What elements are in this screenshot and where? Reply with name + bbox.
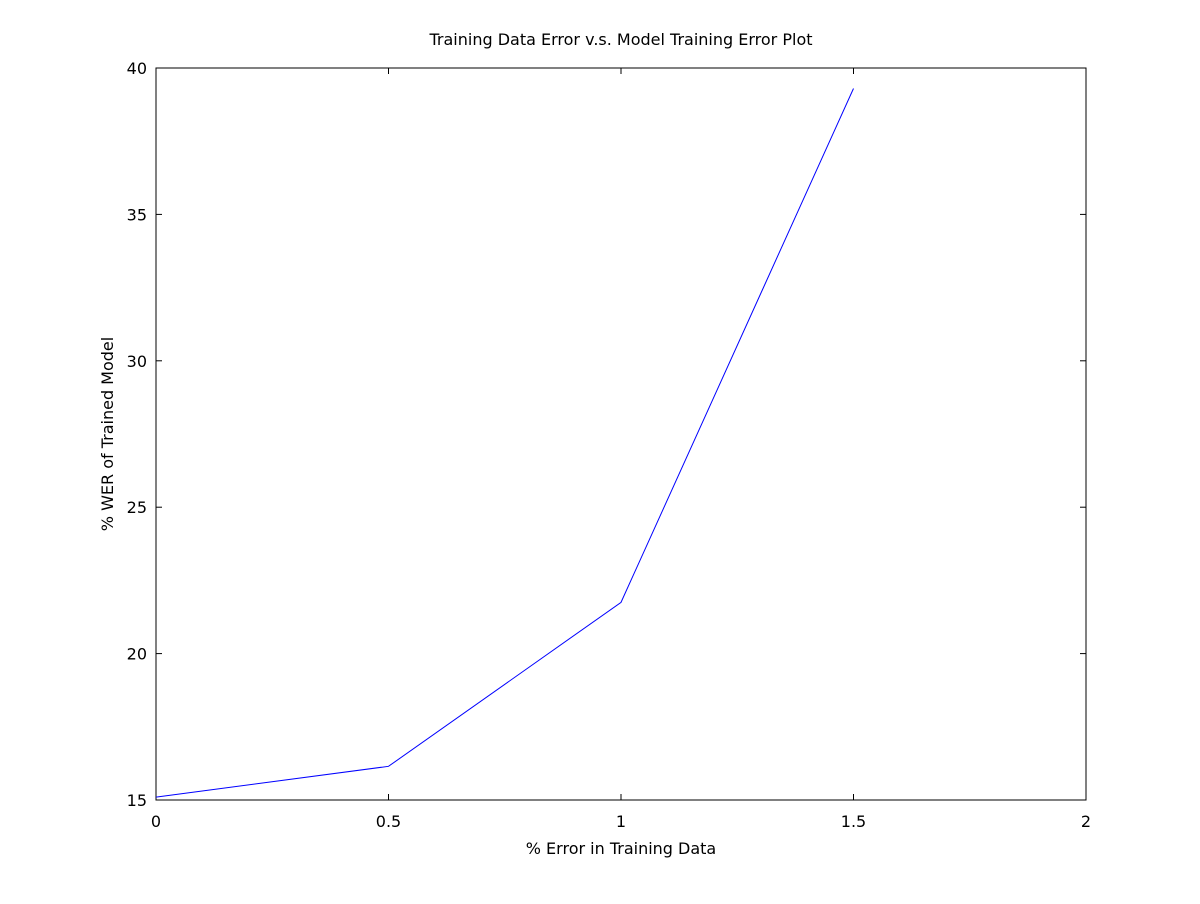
plot-area-frame (155, 67, 1087, 801)
x-axis: 0 0.5 1 1.5 2 (151, 68, 1091, 831)
series-line (155, 88, 854, 798)
y-tick-label: 15 (127, 791, 147, 810)
y-axis-label: % WER of Trained Model (98, 337, 117, 531)
x-tick-label: 0 (151, 812, 161, 831)
x-tick-label: 0.5 (376, 812, 401, 831)
x-tick-label: 1 (616, 812, 626, 831)
y-tick-label: 20 (127, 645, 147, 664)
y-axis: 15 20 25 30 35 40 (127, 59, 1086, 810)
x-tick-label: 1.5 (841, 812, 866, 831)
y-tick-label: 40 (127, 59, 147, 78)
y-tick-label: 35 (127, 205, 147, 224)
y-tick-label: 30 (127, 352, 147, 371)
chart-title: Training Data Error v.s. Model Training … (429, 30, 813, 49)
x-axis-label: % Error in Training Data (526, 839, 716, 858)
y-tick-label: 25 (127, 498, 147, 517)
x-tick-label: 2 (1081, 812, 1091, 831)
series-layer (155, 88, 854, 798)
